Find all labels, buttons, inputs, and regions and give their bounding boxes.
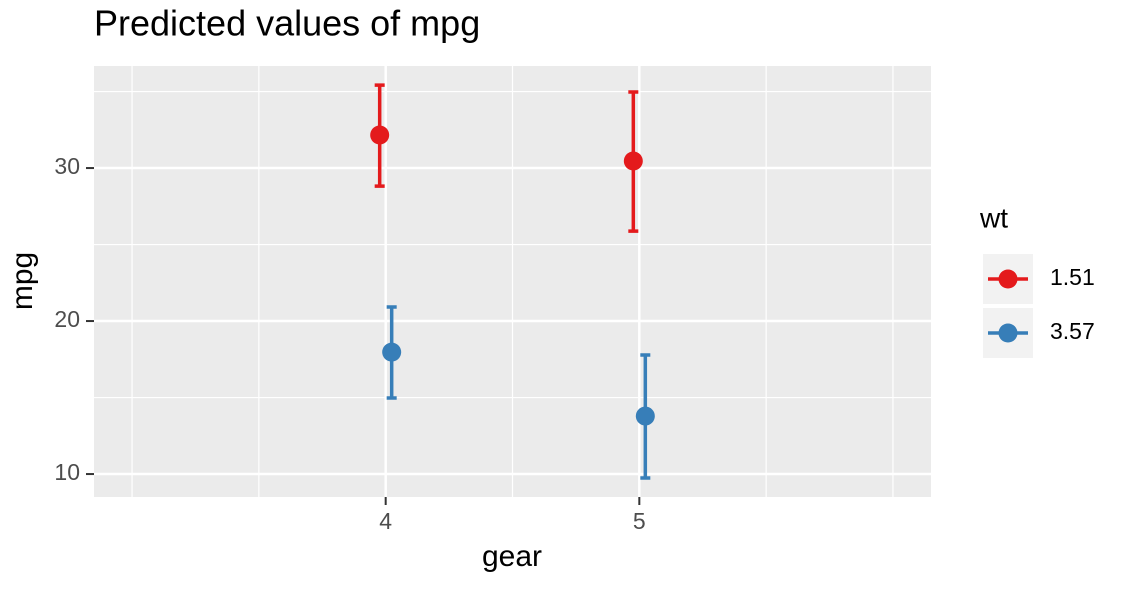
point (623, 151, 643, 171)
x-axis-title: gear (482, 540, 542, 573)
legend-point (998, 323, 1018, 343)
legend-label: 3.57 (1050, 318, 1095, 344)
y-tick-label: 20 (54, 306, 80, 332)
point (370, 125, 390, 145)
point (382, 342, 402, 362)
x-tick-label: 5 (633, 508, 646, 534)
y-axis-title: mpg (6, 252, 39, 310)
point (635, 406, 655, 426)
y-tick-label: 10 (54, 459, 80, 485)
legend-label: 1.51 (1050, 264, 1095, 290)
chart-title: Predicted values of mpg (94, 3, 480, 44)
legend-point (998, 269, 1018, 289)
y-tick-label: 30 (54, 153, 80, 179)
x-tick-label: 4 (379, 508, 392, 534)
legend-title: wt (979, 202, 1008, 233)
